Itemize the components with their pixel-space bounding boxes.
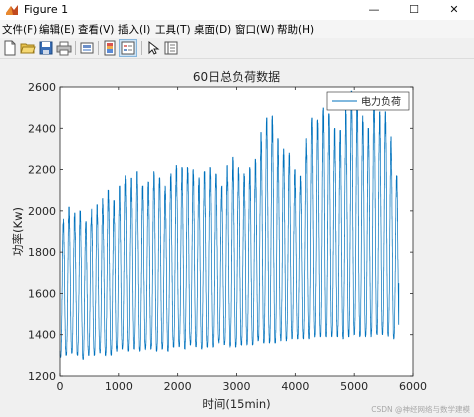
x-tick-label: 6000: [399, 380, 427, 393]
minimize-icon: —: [368, 3, 380, 16]
minimize-button[interactable]: —: [354, 0, 394, 20]
y-tick-label: 1400: [28, 329, 56, 342]
toolbar-separator: [98, 41, 99, 55]
y-tick-label: 1600: [28, 287, 56, 300]
link-plot-icon[interactable]: [79, 40, 95, 56]
figure-canvas: 0 1000 2000 3000 4000 5000 6000 1200 1400 1600 180…: [0, 59, 474, 417]
menu-insert[interactable]: 插入(I): [118, 24, 151, 36]
x-axis-label: 时间(15min): [202, 397, 270, 411]
x-tick-label: 1000: [105, 380, 133, 393]
y-tick-label: 1200: [28, 370, 56, 383]
y-tick-label: 1800: [28, 246, 56, 259]
print-icon[interactable]: [56, 40, 72, 56]
maximize-button[interactable]: ☐: [394, 0, 434, 20]
y-axis-label: 功率(Kw): [11, 207, 25, 256]
watermark: CSDN @神经网络与数学建模: [371, 405, 470, 414]
x-tick-label: 5000: [340, 380, 368, 393]
menu-bar: 文件(F) 编辑(E) 查看(V) 插入(I) 工具(T) 桌面(D) 窗口(W…: [0, 20, 474, 38]
y-tick-label: 2400: [28, 122, 56, 135]
close-button[interactable]: ✕: [434, 0, 474, 20]
close-icon: ✕: [449, 3, 459, 16]
property-inspector-icon[interactable]: [163, 40, 179, 56]
y-tick-label: 2600: [28, 81, 56, 94]
x-tick-label: 3000: [223, 380, 251, 393]
y-tick-label: 2200: [28, 164, 56, 177]
menu-tools[interactable]: 工具(T): [155, 24, 191, 36]
y-tick-label: 2000: [28, 205, 56, 218]
legend-label: 电力负荷: [361, 95, 401, 108]
menu-edit[interactable]: 编辑(E): [39, 24, 75, 36]
line-chart: 0 1000 2000 3000 4000 5000 6000 1200 1400 1600 180…: [11, 69, 427, 411]
window-title: Figure 1: [24, 3, 69, 16]
menu-help[interactable]: 帮助(H): [277, 24, 315, 36]
edit-plot-arrow-icon[interactable]: [145, 40, 161, 56]
legend-box: [326, 91, 410, 111]
x-tick-label: 2000: [164, 380, 192, 393]
insert-legend-icon[interactable]: [119, 39, 137, 57]
new-figure-icon[interactable]: [2, 40, 18, 56]
x-tick-label: 4000: [281, 380, 309, 393]
load-series-line: [59, 90, 400, 360]
toolbar-separator: [141, 41, 142, 55]
insert-colorbar-icon[interactable]: [102, 40, 118, 56]
toolbar-separator: [75, 41, 76, 55]
x-tick-label: 0: [57, 380, 64, 393]
open-file-icon[interactable]: [20, 40, 36, 56]
save-icon[interactable]: [38, 40, 54, 56]
menu-file[interactable]: 文件(F): [2, 24, 38, 36]
figure-toolbar: [0, 38, 474, 59]
menu-view[interactable]: 查看(V): [78, 24, 115, 36]
window-titlebar: Figure 1 — ☐ ✕: [0, 0, 474, 21]
maximize-icon: ☐: [409, 3, 419, 16]
chart-title: 60日总负荷数据: [193, 69, 280, 84]
matlab-app-icon: [6, 5, 18, 15]
menu-desktop[interactable]: 桌面(D): [194, 24, 232, 36]
menu-window[interactable]: 窗口(W): [235, 24, 275, 36]
